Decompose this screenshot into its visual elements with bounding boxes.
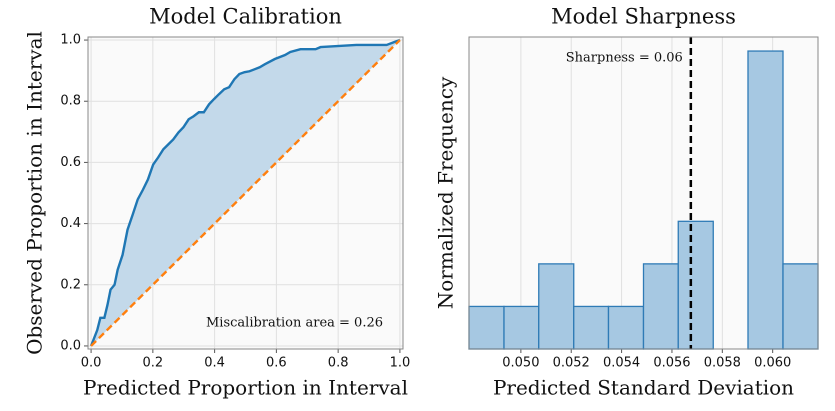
annotation: Miscalibration area = 0.26: [206, 316, 383, 331]
x-tick-label: 0.8: [328, 356, 349, 371]
x-tick-label: 0.058: [704, 356, 741, 371]
calibration-area: [91, 40, 400, 346]
y-axis-label: Normalized Frequency: [434, 76, 458, 309]
series-line: [89, 38, 401, 347]
y-tick-label: 0.2: [60, 277, 81, 292]
x-tick-label: 1.0: [390, 356, 411, 371]
chart-title: Model Calibration: [149, 5, 342, 29]
series-line: [90, 39, 401, 347]
x-tick-label: 0.054: [603, 356, 640, 371]
y-tick-label: 0.6: [60, 155, 81, 170]
x-tick-label: 0.052: [553, 356, 590, 371]
x-axis-label: Predicted Standard Deviation: [493, 376, 794, 400]
x-tick-label: 0.4: [204, 356, 225, 371]
histogram-bar: [573, 305, 610, 350]
histogram-bar: [677, 220, 714, 350]
histogram-bar: [747, 50, 784, 350]
histogram-bar: [503, 305, 540, 350]
histogram-bar: [468, 305, 505, 350]
x-tick-label: 0.060: [754, 356, 791, 371]
plot-frame: [468, 36, 819, 350]
y-tick-label: 0.4: [60, 216, 81, 231]
x-tick-label: 0.056: [653, 356, 690, 371]
y-tick-label: 1.0: [60, 33, 81, 48]
histogram-bar: [642, 263, 679, 350]
x-axis-label: Predicted Proportion in Interval: [83, 376, 408, 400]
x-tick-label: 0.6: [266, 356, 287, 371]
histogram-bar: [782, 263, 819, 350]
y-tick-label: 0.8: [60, 94, 81, 109]
chart-title: Model Sharpness: [551, 5, 736, 29]
x-tick-label: 0.0: [81, 356, 102, 371]
annotation: Sharpness = 0.06: [566, 51, 683, 66]
x-tick-label: 0.050: [502, 356, 539, 371]
histogram-bar: [607, 305, 645, 350]
plot-frame: [87, 36, 404, 350]
y-axis-label: Observed Proportion in Interval: [23, 31, 47, 355]
histogram-bar: [538, 263, 575, 350]
x-tick-label: 0.2: [143, 356, 164, 371]
y-tick-label: 0.0: [60, 338, 81, 353]
